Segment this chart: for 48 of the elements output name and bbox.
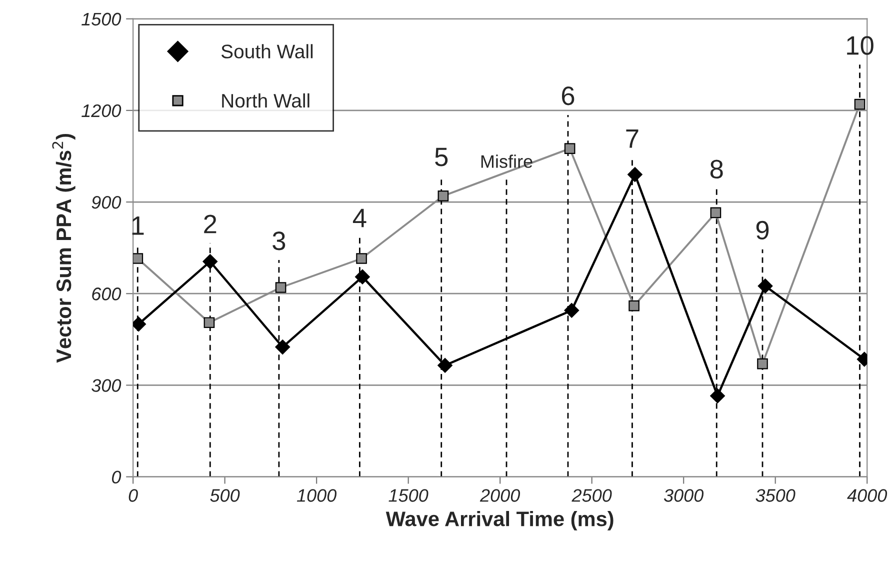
y-tick-label: 900 bbox=[92, 196, 122, 209]
annotation: 3 bbox=[272, 232, 286, 250]
y-tick-label: 0 bbox=[112, 470, 122, 484]
point bbox=[202, 254, 218, 269]
x-tick-label: 1000 bbox=[296, 489, 337, 502]
x-tick-label: 1500 bbox=[388, 489, 428, 502]
annotation: 9 bbox=[756, 220, 769, 240]
point bbox=[710, 388, 725, 404]
annotation: 10 bbox=[847, 36, 874, 55]
point bbox=[628, 300, 640, 312]
annotation: Misfire bbox=[481, 154, 532, 168]
annotation: 2 bbox=[204, 214, 216, 234]
point bbox=[133, 253, 144, 264]
point bbox=[628, 167, 642, 182]
x-tick-label: 2500 bbox=[572, 489, 612, 502]
x-axis-title: Wave Arrival Time (ms) bbox=[386, 510, 614, 530]
annotation: 8 bbox=[710, 160, 723, 178]
annotation: 1 bbox=[132, 216, 144, 235]
legend-label: North Wall bbox=[222, 93, 310, 108]
point bbox=[758, 278, 773, 294]
point bbox=[710, 207, 722, 218]
y-tick-label: 1500 bbox=[82, 12, 122, 26]
x-tick-label: 0 bbox=[128, 489, 138, 502]
y-tick-label: 1200 bbox=[82, 104, 122, 118]
y-tick-label: 300 bbox=[92, 379, 122, 392]
x-tick-label: 4000 bbox=[847, 489, 888, 502]
x-tick-label: 3000 bbox=[664, 489, 704, 502]
y-axis-title: Vector Sum PPA (m/s$^{2}$) bbox=[52, 134, 76, 363]
point bbox=[854, 98, 866, 110]
point bbox=[204, 317, 215, 328]
legend-label: South Wall bbox=[221, 44, 313, 58]
point bbox=[564, 302, 580, 318]
point bbox=[438, 358, 452, 373]
x-tick-label: 500 bbox=[210, 489, 240, 502]
point bbox=[438, 190, 449, 202]
point bbox=[564, 143, 576, 154]
annotation: 5 bbox=[435, 148, 448, 166]
annotation: 7 bbox=[626, 130, 638, 148]
annotation: 6 bbox=[562, 86, 574, 106]
x-tick-label: 2000 bbox=[480, 489, 520, 502]
x-tick-label: 3500 bbox=[756, 489, 796, 502]
point bbox=[355, 269, 370, 284]
point bbox=[356, 253, 367, 264]
point bbox=[757, 358, 768, 370]
y-tick-label: 600 bbox=[92, 288, 122, 300]
point bbox=[275, 340, 290, 354]
annotation: 4 bbox=[352, 208, 366, 228]
point bbox=[275, 282, 286, 293]
